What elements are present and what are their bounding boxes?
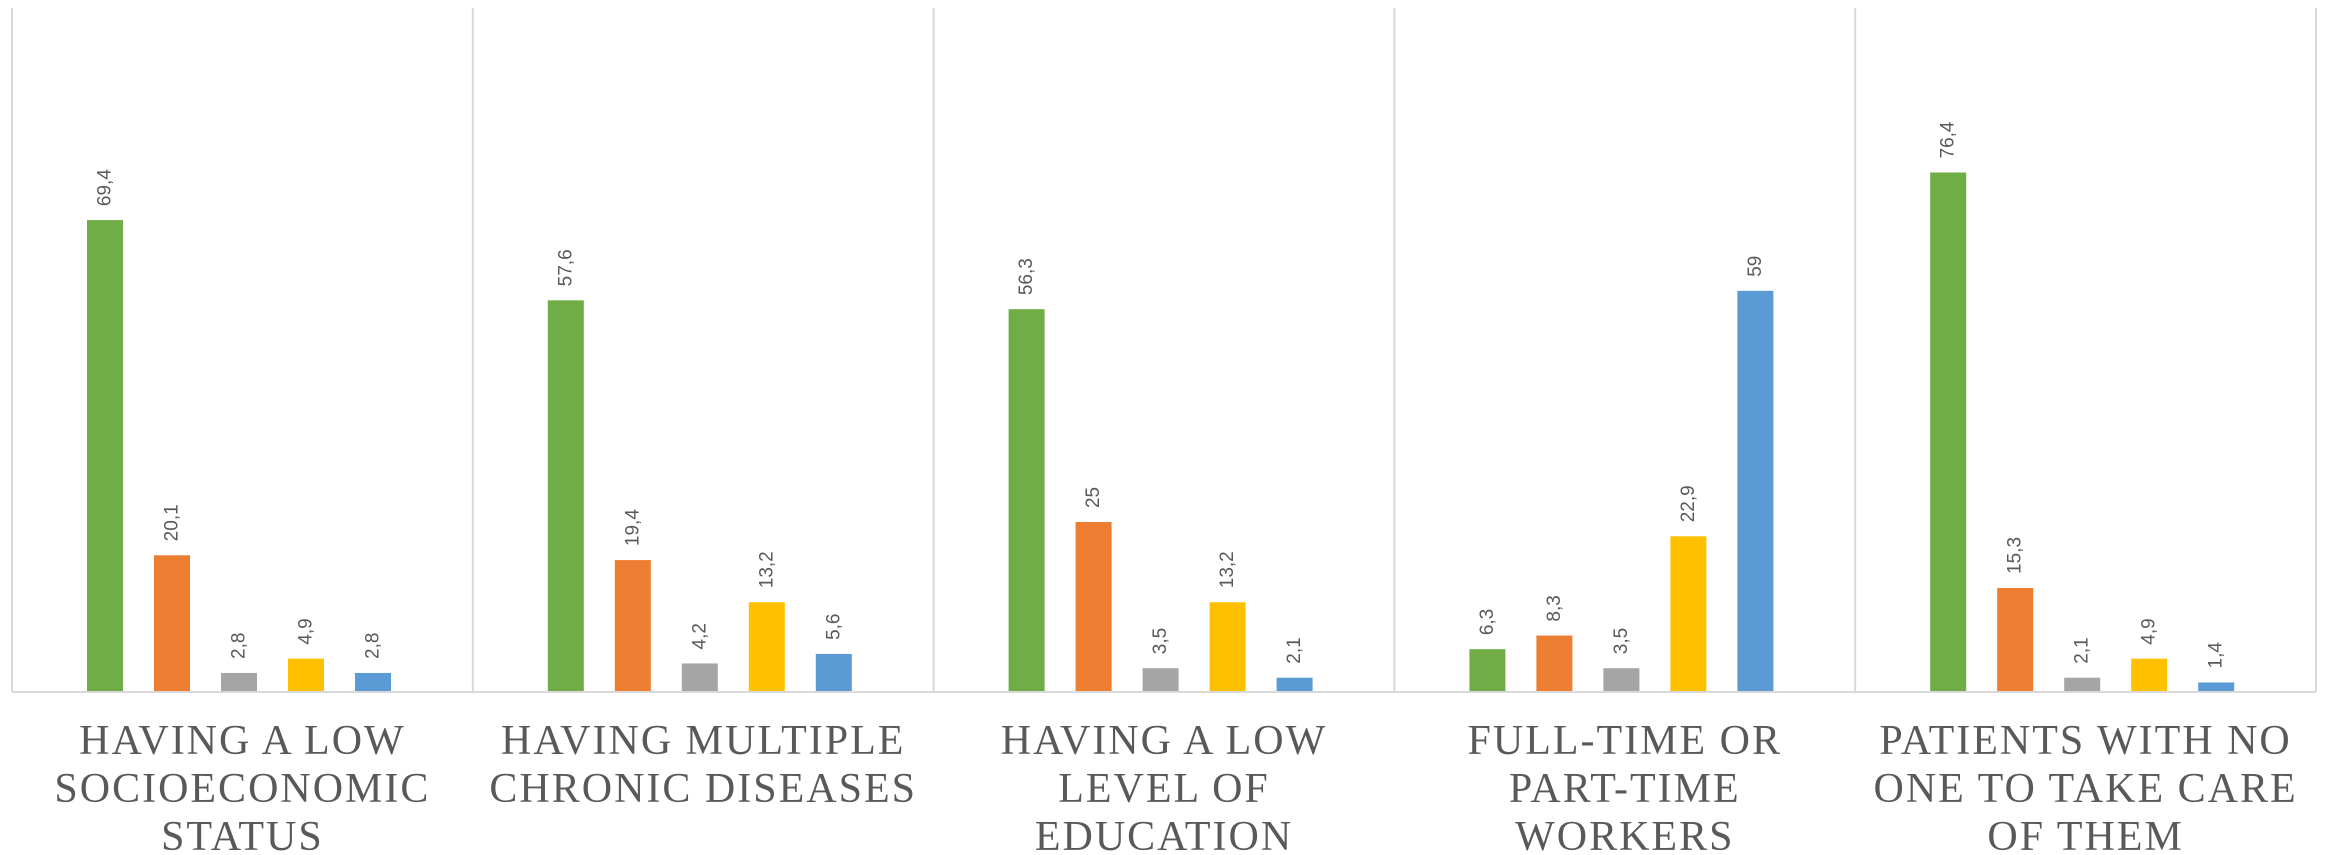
category-label-2-line-2: EDUCATION <box>1035 814 1293 855</box>
value-label-cat0-series3: 4,9 <box>296 618 317 644</box>
category-label-1-line-0: HAVING MULTIPLE <box>501 718 906 764</box>
bar-cat1-series4 <box>815 653 852 692</box>
bar-cat2-series2 <box>1142 668 1179 692</box>
value-label-cat0-series2: 2,8 <box>229 633 250 659</box>
value-labels-layer: 69,4 20,1 2,8 4,9 2,8 57,6 19,4 4,2 13,2 5,6 56,3 2… <box>95 121 2227 668</box>
bar-cat3-series2 <box>1603 668 1640 692</box>
value-label-cat4-series4: 1,4 <box>2206 642 2227 669</box>
bar-cat0-series1 <box>154 555 190 692</box>
bar-cat0-series3 <box>288 658 324 692</box>
value-label-cat2-series3: 13,2 <box>1217 551 1238 588</box>
bar-cat4-series0 <box>1930 172 1967 693</box>
bar-cat2-series3 <box>1209 602 1246 692</box>
category-label-1-line-1: CHRONIC DISEASES <box>489 766 917 812</box>
value-label-cat4-series2: 2,1 <box>2072 637 2093 663</box>
bar-cat3-series0 <box>1469 649 1506 692</box>
bar-cat4-series3 <box>2131 658 2168 692</box>
category-label-2-line-1: LEVEL OF <box>1058 766 1270 812</box>
value-label-cat3-series0: 6,3 <box>1477 609 1498 635</box>
bar-cat3-series3 <box>1670 536 1707 692</box>
value-label-cat2-series0: 56,3 <box>1016 258 1037 295</box>
value-label-cat0-series1: 20,1 <box>162 504 183 541</box>
value-label-cat4-series0: 76,4 <box>1938 121 1959 158</box>
category-label-4: PATIENTS WITH NO ONE TO TAKE CARE OF THEM <box>1874 718 2298 855</box>
bar-cat2-series0 <box>1008 309 1045 692</box>
bar-cat3-series4 <box>1737 290 1774 692</box>
category-label-3-line-1: PART-TIME <box>1509 766 1741 812</box>
bar-cat1-series2 <box>681 663 718 692</box>
value-label-cat4-series3: 4,9 <box>2139 618 2160 644</box>
category-label-0-line-0: HAVING A LOW <box>79 718 406 764</box>
bar-cat4-series2 <box>2064 677 2101 692</box>
bar-cat0-series4 <box>355 672 391 692</box>
category-label-3: FULL-TIME OR PART-TIME WORKERS <box>1468 718 1782 855</box>
value-label-cat2-series1: 25 <box>1083 487 1104 508</box>
category-label-2: HAVING A LOW LEVEL OF EDUCATION <box>1001 718 1328 855</box>
value-label-cat1-series2: 4,2 <box>689 623 710 649</box>
category-label-4-line-2: OF THEM <box>1987 814 2183 855</box>
category-label-2-line-0: HAVING A LOW <box>1001 718 1328 764</box>
bar-cat4-series4 <box>2198 682 2235 692</box>
bars-layer <box>87 172 2235 693</box>
value-label-cat3-series1: 8,3 <box>1544 595 1565 621</box>
bar-cat2-series4 <box>1276 677 1313 692</box>
value-label-cat0-series0: 69,4 <box>95 169 116 206</box>
bar-cat2-series1 <box>1075 522 1112 692</box>
value-label-cat2-series2: 3,5 <box>1150 628 1171 654</box>
value-label-cat3-series3: 22,9 <box>1678 485 1699 522</box>
value-label-cat3-series2: 3,5 <box>1611 628 1632 654</box>
bar-cat4-series1 <box>1997 587 2034 692</box>
category-label-3-line-0: FULL-TIME OR <box>1468 718 1782 764</box>
bar-cat3-series1 <box>1536 635 1573 692</box>
value-label-cat0-series4: 2,8 <box>363 633 384 659</box>
category-label-1: HAVING MULTIPLE CHRONIC DISEASES <box>489 718 917 812</box>
category-separators <box>11 8 2317 692</box>
bar-cat1-series1 <box>614 560 651 692</box>
bar-cat1-series0 <box>547 300 584 692</box>
bar-cat0-series0 <box>87 220 123 692</box>
category-label-4-line-1: ONE TO TAKE CARE <box>1874 766 2298 812</box>
category-label-0-line-1: SOCIOECONOMIC <box>54 766 430 812</box>
value-label-cat1-series0: 57,6 <box>555 249 576 286</box>
category-label-0: HAVING A LOW SOCIOECONOMIC STATUS <box>54 718 430 855</box>
value-label-cat1-series4: 5,6 <box>823 613 844 639</box>
category-label-4-line-0: PATIENTS WITH NO <box>1879 718 2291 764</box>
category-label-3-line-2: WORKERS <box>1515 814 1734 855</box>
value-label-cat3-series4: 59 <box>1745 256 1766 277</box>
bar-cat1-series3 <box>748 602 785 692</box>
value-label-cat1-series1: 19,4 <box>622 509 643 546</box>
value-label-cat1-series3: 13,2 <box>756 551 777 588</box>
value-label-cat2-series4: 2,1 <box>1284 637 1305 663</box>
category-label-0-line-2: STATUS <box>161 814 324 855</box>
bar-cat0-series2 <box>221 672 257 692</box>
value-label-cat4-series1: 15,3 <box>2005 537 2026 574</box>
